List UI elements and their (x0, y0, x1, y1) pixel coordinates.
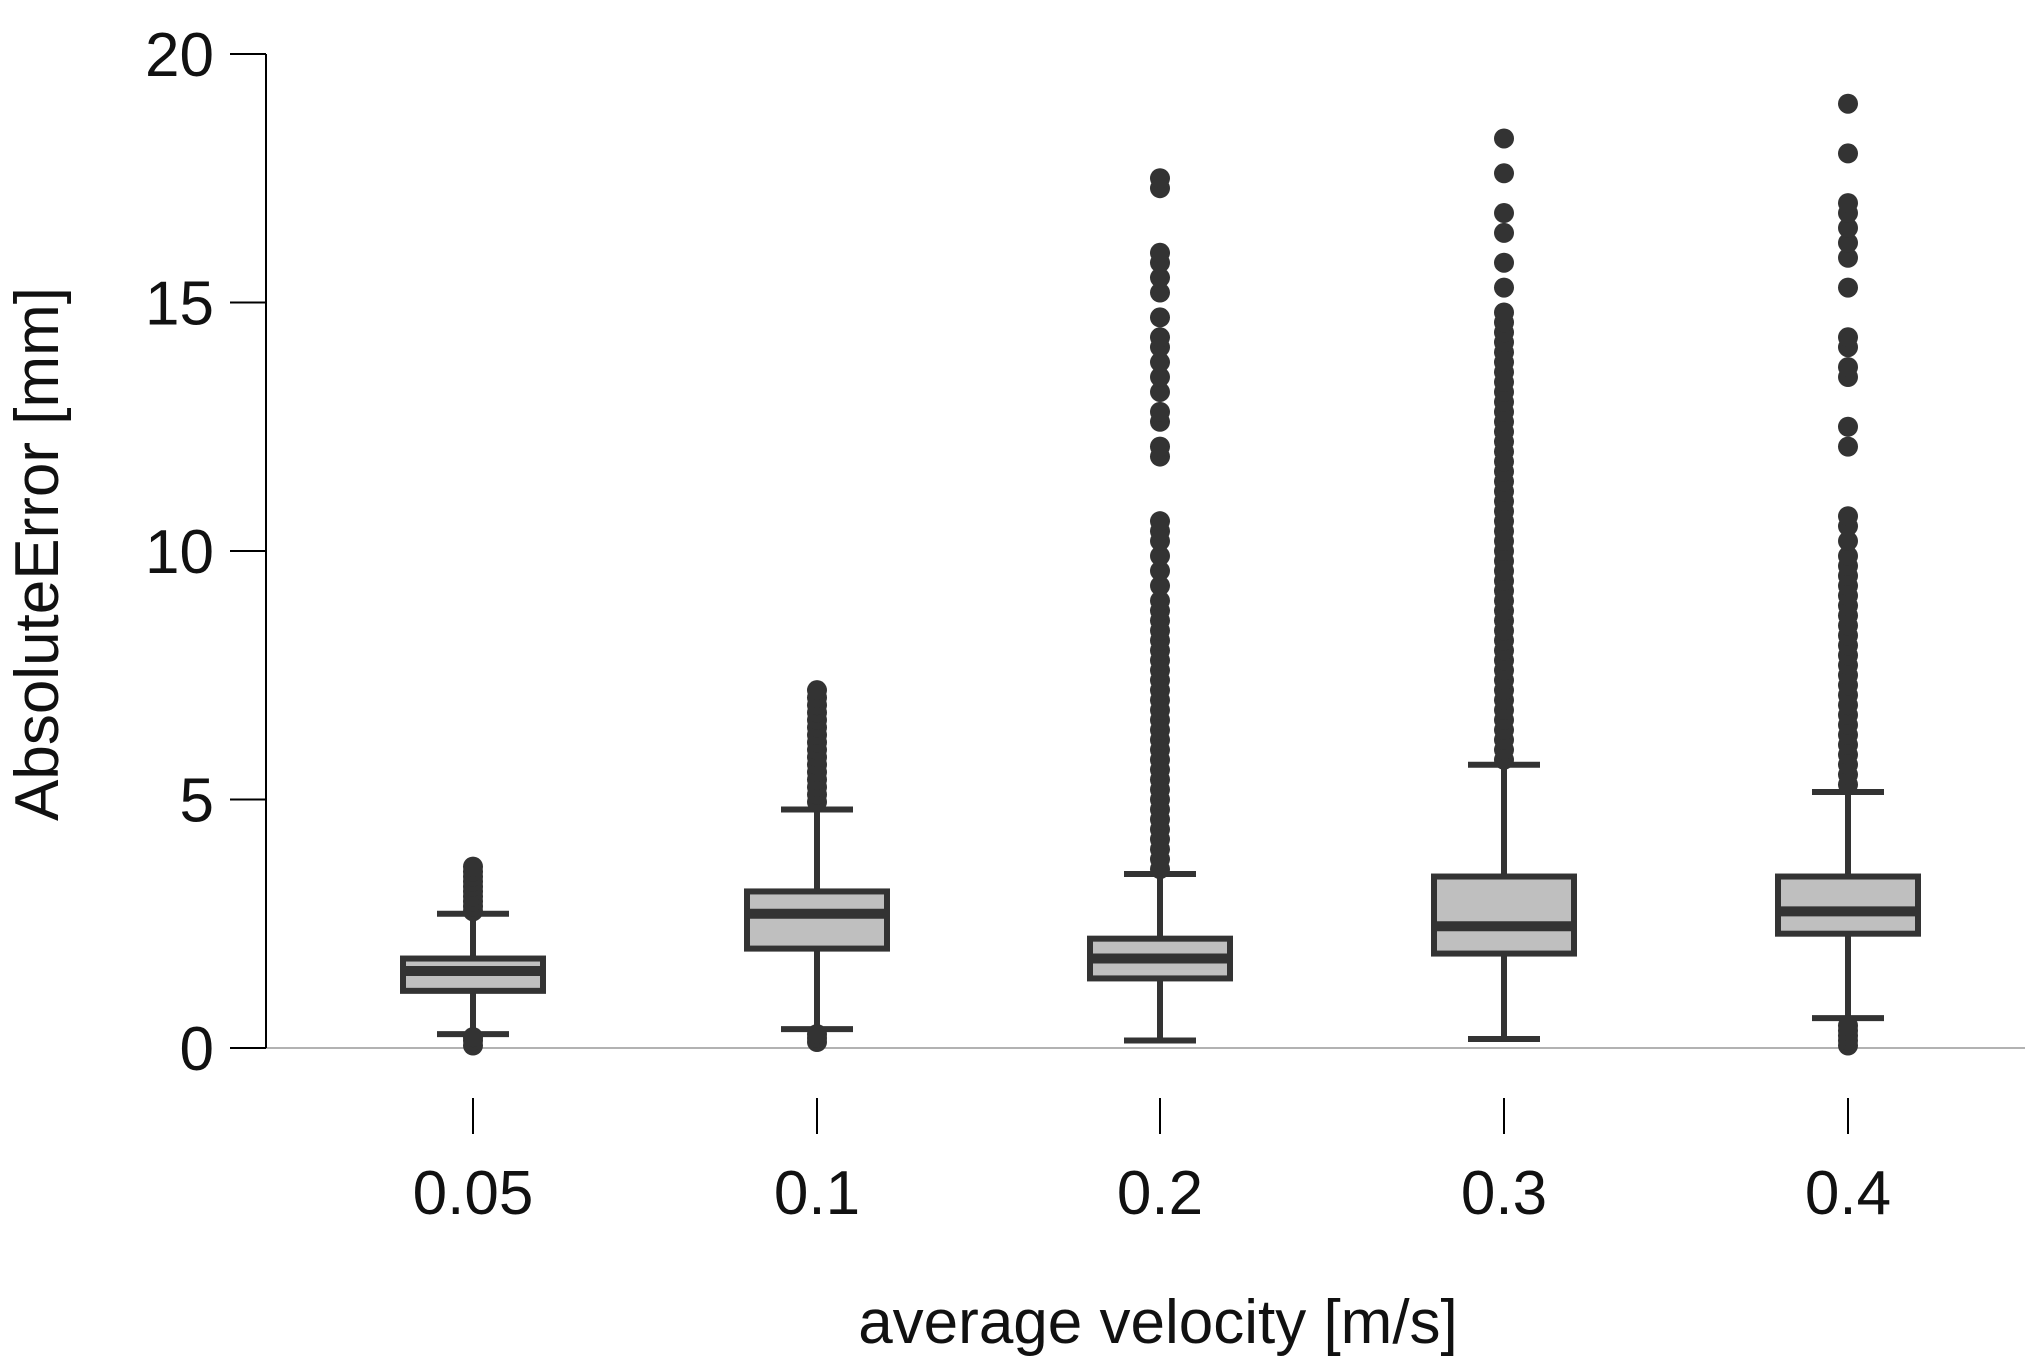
outlier-v0_4-39 (1838, 247, 1858, 268)
outlier-v0_4-38 (1838, 277, 1858, 298)
outlier-v0_2-35 (1150, 436, 1170, 457)
outlier-v0_2-47 (1150, 242, 1170, 263)
y-tick-label-15: 15 (145, 270, 214, 339)
outlier-v0_4-40 (1838, 232, 1858, 253)
box-v0_4 (1775, 873, 1921, 937)
x-tick-label-v0_1: 0.1 (774, 1159, 860, 1228)
outlier-v0_2-43 (1150, 307, 1170, 328)
y-tick-label-5: 5 (180, 767, 214, 836)
outlier-v0_2-45 (1150, 267, 1170, 288)
outlier-v0_4-35 (1838, 357, 1858, 378)
x-tick-label-v0_3: 0.3 (1461, 1159, 1547, 1228)
outlier-v0_4-28 (1838, 545, 1858, 566)
outlier-v0_4-37 (1838, 327, 1858, 348)
x-tick-label-v0_4: 0.4 (1805, 1159, 1891, 1228)
outlier-v0_4-29 (1838, 531, 1858, 552)
outlier-v0_3-47 (1494, 252, 1514, 273)
outlier-v0_2-29 (1150, 560, 1170, 581)
outlier-v0_4-41 (1838, 217, 1858, 238)
outlier-v0_05-12 (463, 856, 483, 877)
x-axis-title: average velocity [m/s] (858, 1288, 1458, 1357)
outlier-v0_4-32 (1838, 436, 1858, 457)
outlier-v0_4-45 (1838, 93, 1858, 114)
outlier-v0_2-27 (1150, 590, 1170, 611)
outlier-v0_2-40 (1150, 352, 1170, 373)
x-tick-label-v0_2: 0.2 (1117, 1159, 1203, 1228)
outlier-v0_2-38 (1150, 381, 1170, 402)
outlier-v0_2-37 (1150, 401, 1170, 422)
outlier-v0_3-46 (1494, 277, 1514, 298)
outlier-v0_4-31 (1838, 506, 1858, 527)
outlier-v0_2-44 (1150, 282, 1170, 303)
outlier-v0_3-50 (1494, 163, 1514, 184)
outlier-v0_4-43 (1838, 193, 1858, 214)
x-tick-label-v0_05: 0.05 (413, 1159, 534, 1228)
outlier-v0_4-44 (1838, 143, 1858, 164)
box-v0_3 (1431, 873, 1577, 957)
outlier-v0_2-42 (1150, 327, 1170, 348)
y-tick-label-0: 0 (180, 1015, 214, 1084)
outlier-v0_2-39 (1150, 367, 1170, 388)
outlier-v0_1-18 (807, 680, 827, 701)
outlier-v0_2-49 (1150, 168, 1170, 189)
outlier-v0_4-4 (1838, 1015, 1858, 1036)
plot-area: 0 5 10 15 20 0.05 0.1 0.2 0.3 0.4 (145, 21, 2025, 1228)
outlier-v0_2-28 (1150, 575, 1170, 596)
y-axis-title: AbsoluteError [mm] (3, 287, 72, 821)
y-tick-label-20: 20 (145, 21, 214, 90)
outlier-v0_05-2 (463, 1027, 483, 1048)
outlier-v0_1-2 (807, 1024, 827, 1045)
outlier-v0_3-45 (1494, 302, 1514, 323)
box-v0_1 (744, 888, 890, 952)
outlier-v0_2-33 (1150, 511, 1170, 532)
y-tick-label-10: 10 (145, 518, 214, 587)
outlier-v0_3-49 (1494, 203, 1514, 224)
outlier-v0_2-30 (1150, 545, 1170, 566)
outlier-v0_3-51 (1494, 128, 1514, 149)
outlier-v0_4-33 (1838, 416, 1858, 437)
outlier-v0_3-48 (1494, 222, 1514, 243)
